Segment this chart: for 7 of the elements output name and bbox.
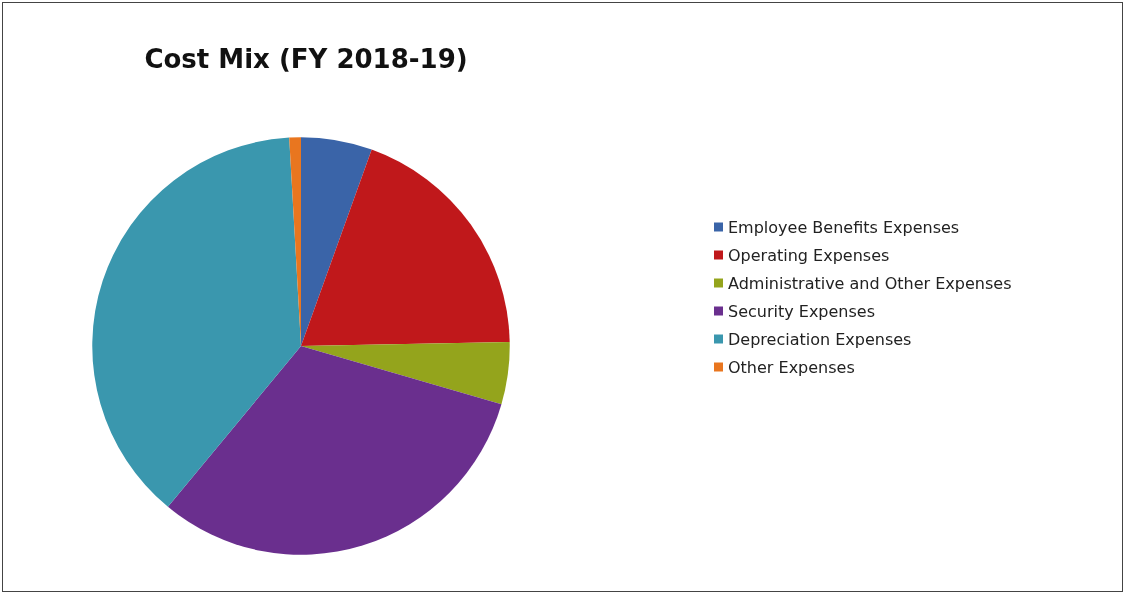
legend-label: Operating Expenses xyxy=(728,245,890,265)
legend-label: Depreciation Expenses xyxy=(728,329,912,349)
legend-label: Employee Benefits Expenses xyxy=(728,217,960,237)
legend-label: Security Expenses xyxy=(728,301,876,321)
legend-label: Other Expenses xyxy=(728,357,855,377)
chart-title: Cost Mix (FY 2018-19) xyxy=(144,44,468,74)
legend-label: Administrative and Other Expenses xyxy=(728,273,1012,293)
